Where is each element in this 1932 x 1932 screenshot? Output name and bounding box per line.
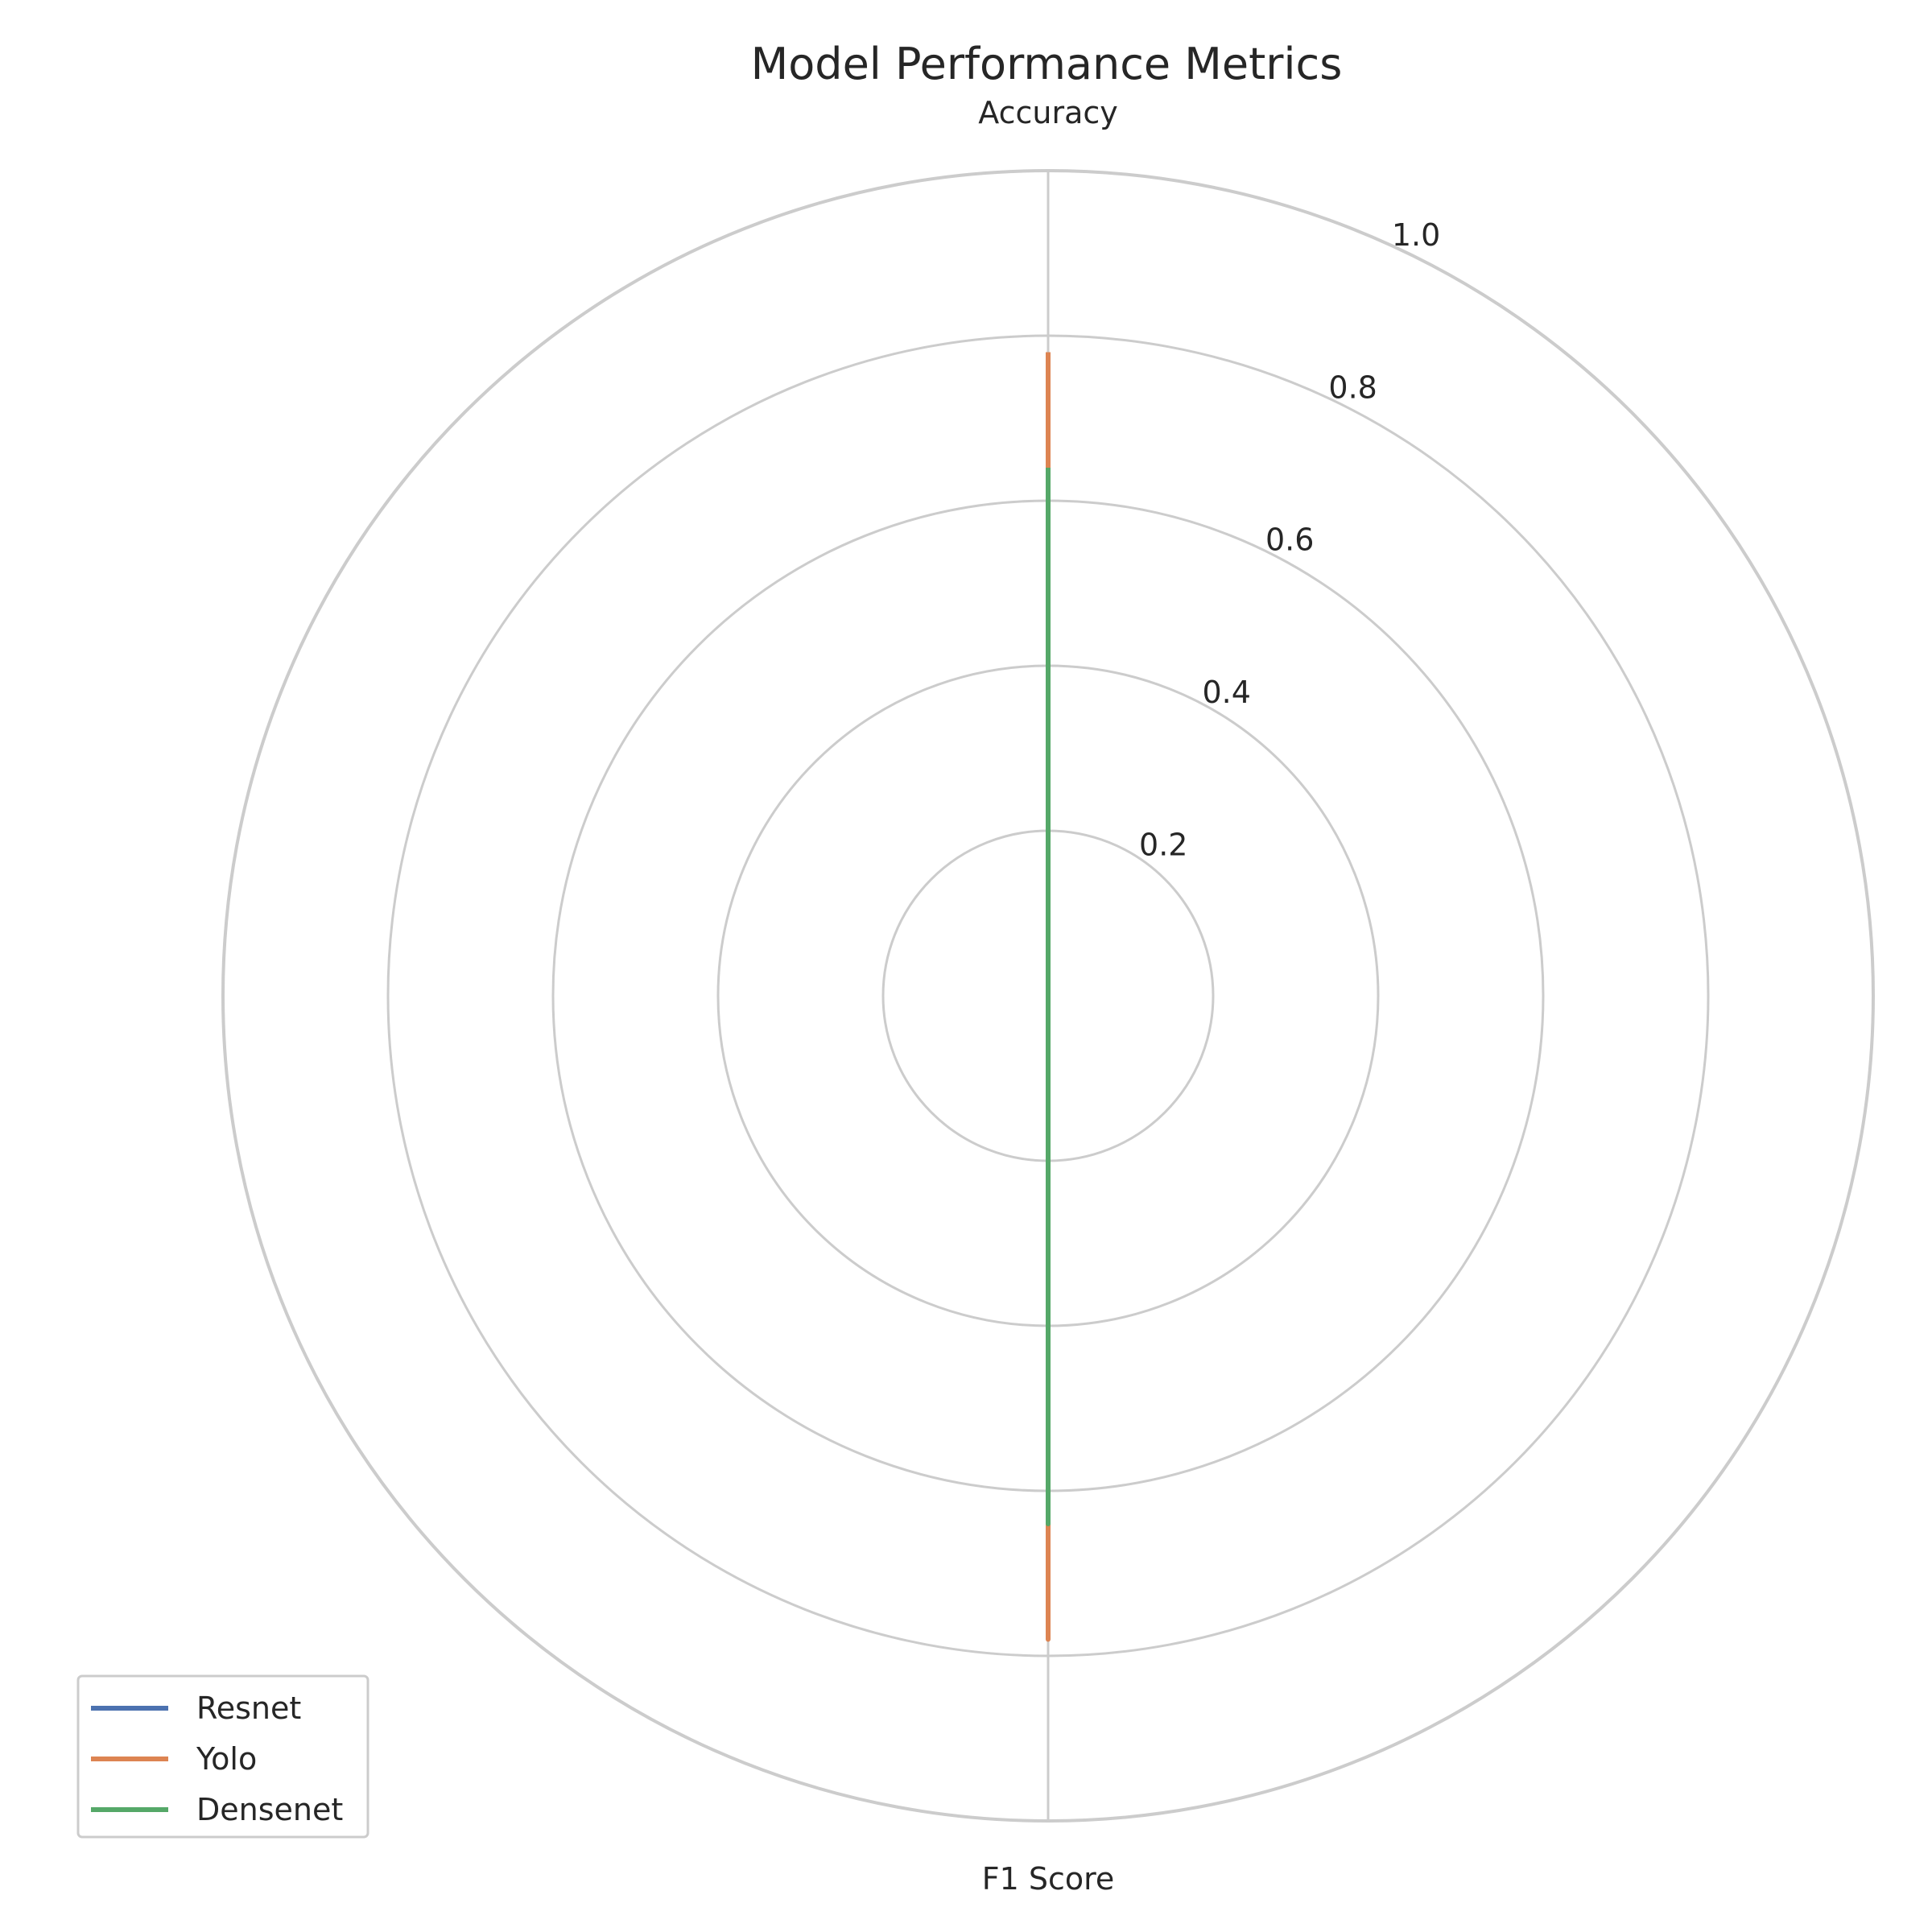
legend-label-densenet: Densenet xyxy=(196,1792,343,1827)
legend-label-yolo: Yolo xyxy=(196,1741,257,1777)
radial-tick-label: 1.0 xyxy=(1392,217,1440,253)
axis-label: F1 Score xyxy=(982,1861,1115,1897)
radial-tick-labels: 0.2 0.4 0.6 0.8 1.0 xyxy=(1139,217,1440,863)
axis-labels: Accuracy F1 Score xyxy=(978,95,1118,1897)
radial-tick-label: 0.8 xyxy=(1328,369,1377,405)
chart-title: Model Performance Metrics xyxy=(751,39,1343,89)
legend-frame xyxy=(76,1674,369,1839)
axis-label: Accuracy xyxy=(978,95,1118,130)
radial-tick-label: 0.2 xyxy=(1139,828,1187,863)
legend: Resnet Yolo Densenet xyxy=(76,1674,369,1839)
radial-tick-label: 0.6 xyxy=(1265,522,1314,558)
radial-tick-label: 0.4 xyxy=(1202,675,1250,710)
legend-label-resnet: Resnet xyxy=(196,1690,301,1726)
